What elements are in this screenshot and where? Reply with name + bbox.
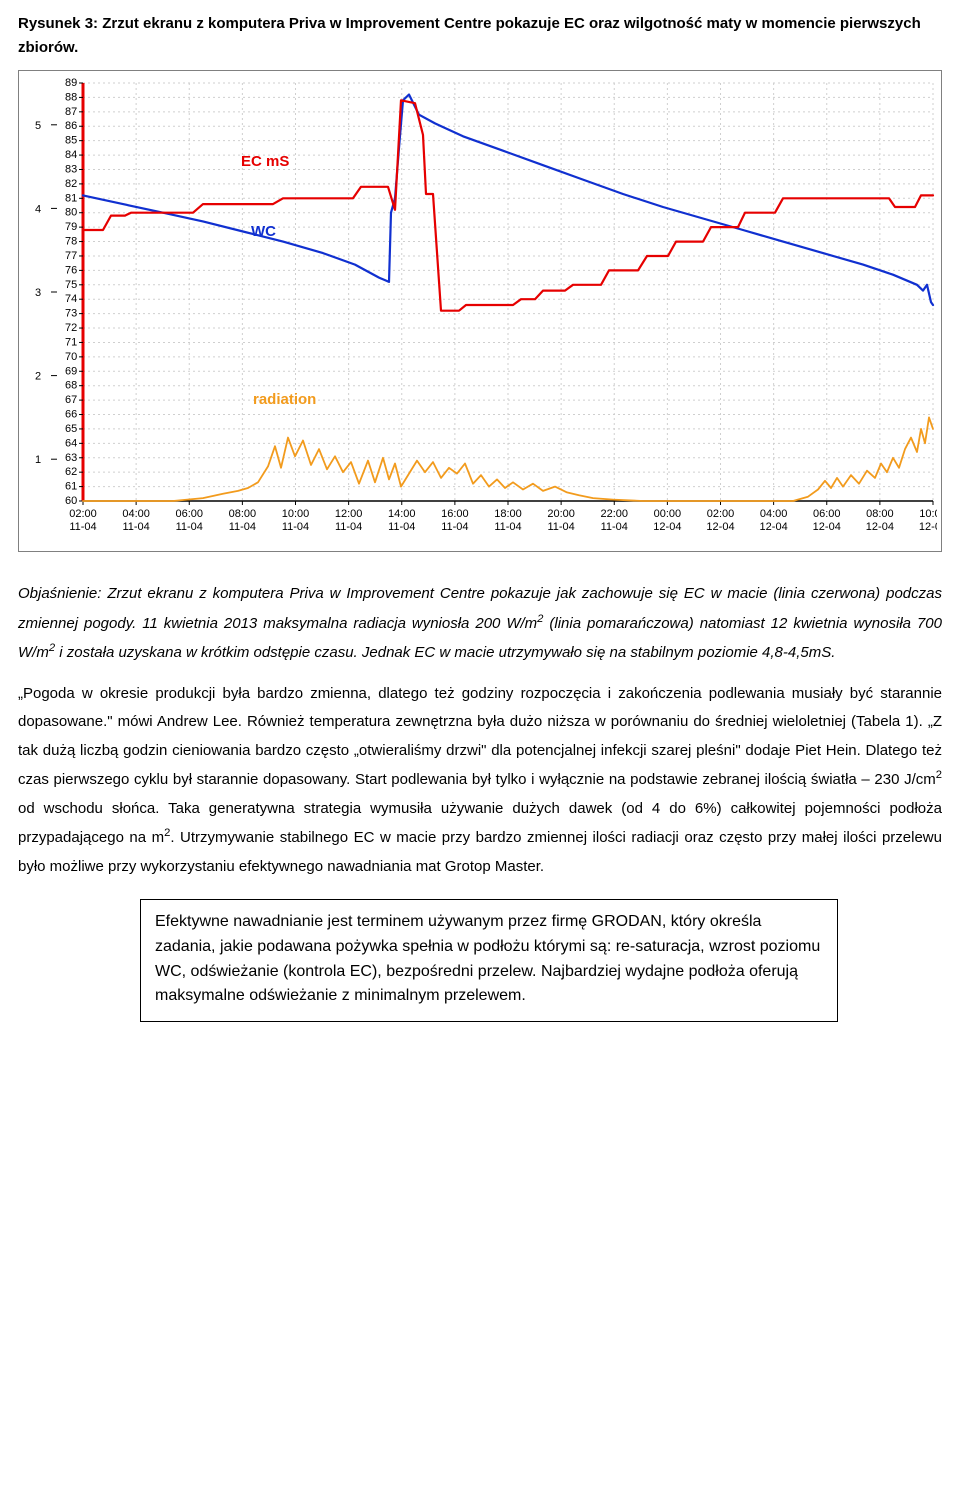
body-paragraph: „Pogoda w okresie produkcji była bardzo … [18, 680, 942, 882]
svg-text:66: 66 [65, 409, 77, 421]
svg-text:75: 75 [65, 279, 77, 291]
svg-text:11-04: 11-04 [601, 521, 628, 533]
svg-text:16:00: 16:00 [441, 508, 469, 520]
svg-text:00:00: 00:00 [654, 508, 682, 520]
svg-text:87: 87 [65, 106, 77, 118]
chart-container: 1 2 3 4 5 60 61 62 63 64 65 66 67 68 69 70 71 72 73 74 75 76 7… [21, 75, 939, 549]
svg-text:12-04: 12-04 [813, 521, 841, 533]
svg-text:11-04: 11-04 [335, 521, 362, 533]
svg-text:60: 60 [65, 495, 77, 507]
svg-text:1: 1 [35, 454, 41, 466]
svg-text:85: 85 [65, 135, 77, 147]
svg-text:06:00: 06:00 [813, 508, 841, 520]
svg-text:12-04: 12-04 [706, 521, 734, 533]
svg-text:88: 88 [65, 91, 77, 103]
svg-text:2: 2 [35, 371, 41, 383]
svg-text:06:00: 06:00 [175, 508, 203, 520]
document-page: Rysunek 3: Zrzut ekranu z komputera Priv… [0, 0, 960, 1046]
svg-text:64: 64 [65, 437, 77, 449]
svg-text:04:00: 04:00 [760, 508, 788, 520]
body-text: Objaśnienie: Zrzut ekranu z komputera Pr… [18, 580, 942, 881]
svg-text:79: 79 [65, 221, 77, 233]
svg-text:08:00: 08:00 [229, 508, 257, 520]
sup: 2 [936, 769, 942, 781]
svg-text:73: 73 [65, 308, 77, 320]
svg-text:12:00: 12:00 [335, 508, 363, 520]
svg-text:78: 78 [65, 236, 77, 248]
svg-text:4: 4 [35, 203, 41, 215]
svg-text:84: 84 [65, 149, 77, 161]
svg-text:80: 80 [65, 207, 77, 219]
callout-box: Efektywne nawadnianie jest terminem używ… [140, 899, 838, 1022]
svg-text:67: 67 [65, 394, 77, 406]
svg-text:82: 82 [65, 178, 77, 190]
svg-text:11-04: 11-04 [494, 521, 521, 533]
svg-text:12-04: 12-04 [653, 521, 681, 533]
svg-text:5: 5 [35, 120, 41, 132]
svg-text:22:00: 22:00 [600, 508, 628, 520]
svg-text:11-04: 11-04 [176, 521, 203, 533]
figure-caption: Rysunek 3: Zrzut ekranu z komputera Priv… [18, 12, 942, 60]
svg-text:11-04: 11-04 [229, 521, 256, 533]
svg-text:72: 72 [65, 322, 77, 334]
svg-text:04:00: 04:00 [122, 508, 150, 520]
svg-text:65: 65 [65, 423, 77, 435]
text: „Pogoda w okresie produkcji była bardzo … [18, 685, 942, 789]
svg-text:77: 77 [65, 250, 77, 262]
svg-text:11-04: 11-04 [122, 521, 149, 533]
svg-text:11-04: 11-04 [69, 521, 96, 533]
svg-text:12-04: 12-04 [866, 521, 894, 533]
chart-svg: 1 2 3 4 5 60 61 62 63 64 65 66 67 68 69 70 71 72 73 74 75 76 7… [21, 75, 937, 549]
svg-text:63: 63 [65, 452, 77, 464]
svg-text:10:00: 10:00 [282, 508, 310, 520]
svg-text:12-04: 12-04 [760, 521, 788, 533]
chart-frame: 1 2 3 4 5 60 61 62 63 64 65 66 67 68 69 70 71 72 73 74 75 76 7… [18, 70, 942, 552]
svg-text:02:00: 02:00 [707, 508, 735, 520]
svg-text:86: 86 [65, 120, 77, 132]
svg-text:12-04: 12-04 [919, 521, 937, 533]
svg-text:71: 71 [65, 336, 77, 348]
svg-text:76: 76 [65, 264, 77, 276]
svg-text:10:00: 10:00 [919, 508, 937, 520]
svg-text:18:00: 18:00 [494, 508, 522, 520]
svg-text:74: 74 [65, 293, 77, 305]
svg-text:61: 61 [65, 481, 77, 493]
svg-text:3: 3 [35, 287, 41, 299]
svg-text:70: 70 [65, 351, 77, 363]
svg-text:68: 68 [65, 380, 77, 392]
svg-text:89: 89 [65, 77, 77, 89]
svg-text:02:00: 02:00 [69, 508, 97, 520]
text: i została uzyskana w krótkim odstępie cz… [55, 644, 835, 661]
svg-text:11-04: 11-04 [282, 521, 309, 533]
svg-text:11-04: 11-04 [441, 521, 468, 533]
svg-text:08:00: 08:00 [866, 508, 894, 520]
svg-text:14:00: 14:00 [388, 508, 416, 520]
svg-text:11-04: 11-04 [388, 521, 415, 533]
svg-text:11-04: 11-04 [547, 521, 574, 533]
svg-text:69: 69 [65, 365, 77, 377]
svg-text:83: 83 [65, 163, 77, 175]
explanation-paragraph: Objaśnienie: Zrzut ekranu z komputera Pr… [18, 580, 942, 668]
svg-text:20:00: 20:00 [547, 508, 575, 520]
svg-text:62: 62 [65, 466, 77, 478]
svg-text:81: 81 [65, 192, 77, 204]
